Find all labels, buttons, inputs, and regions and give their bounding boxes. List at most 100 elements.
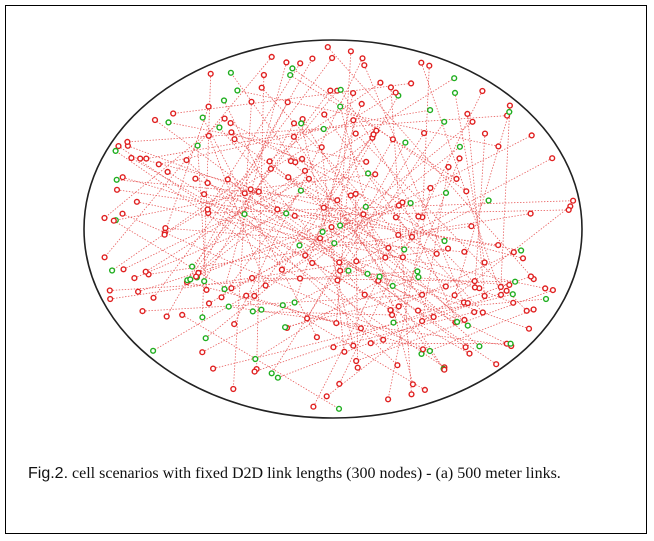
transmitter-node (329, 54, 336, 62)
transmitter-node (133, 198, 141, 205)
receiver-node (320, 125, 327, 133)
receiver-node (394, 362, 401, 369)
d2d-link (454, 111, 510, 296)
receiver-node (485, 197, 492, 204)
receiver-node (495, 242, 502, 249)
d2d-link (146, 109, 431, 159)
receiver-node (199, 114, 206, 121)
transmitter-node (468, 223, 475, 230)
transmitter-node (268, 53, 275, 61)
d2d-link (196, 102, 289, 278)
receiver-node (345, 267, 352, 274)
transmitter-node (395, 202, 402, 209)
transmitter-node (389, 136, 397, 143)
d2d-link (110, 248, 449, 300)
transmitter-node (290, 120, 298, 127)
transmitter-node (224, 176, 231, 183)
d2d-link (237, 90, 499, 147)
receiver-node (441, 118, 448, 125)
transmitter-node (549, 287, 557, 294)
transmitter-node (249, 274, 256, 282)
transmitter-node (370, 131, 377, 138)
transmitter-node (139, 308, 146, 315)
receiver-node (512, 278, 519, 285)
transmitter-node (299, 155, 306, 163)
d2d-link (104, 118, 225, 219)
transmitter-node (106, 287, 113, 294)
receiver-node (331, 240, 338, 247)
transmitter-node (419, 346, 427, 353)
transmitter-node (358, 100, 365, 108)
receiver-node (151, 116, 159, 124)
transmitter-node (291, 212, 298, 219)
receiver-node (205, 300, 213, 307)
receiver-node (251, 368, 258, 375)
transmitter-node (549, 155, 556, 162)
figure-frame: Fig.2. cell scenarios with fixed D2D lin… (5, 5, 647, 534)
receiver-node (542, 295, 550, 303)
transmitter-node (519, 255, 527, 262)
receiver-node (414, 268, 421, 275)
transmitter-node (192, 175, 199, 182)
transmitter-node (352, 190, 359, 198)
transmitter-node (119, 174, 126, 181)
receiver-node (419, 291, 426, 298)
receiver-node (382, 254, 389, 261)
receiver-node (395, 231, 402, 239)
transmitter-node (481, 130, 489, 137)
receiver-node (528, 132, 535, 139)
receiver-node (385, 396, 392, 403)
d2d-link (337, 121, 445, 281)
transmitter-node (421, 386, 429, 394)
d2d-link (398, 251, 514, 307)
receiver-node (101, 254, 108, 261)
receiver-node (202, 335, 209, 342)
d2d-link (123, 178, 310, 270)
receiver-node (336, 259, 343, 266)
transmitter-node (334, 277, 341, 284)
receiver-node (354, 364, 361, 371)
d2d-link (270, 168, 404, 258)
transmitter-node (203, 286, 210, 294)
transmitter-node (107, 295, 114, 303)
transmitter-node (210, 365, 217, 372)
d2d-link (148, 225, 472, 275)
d2d-link (321, 147, 345, 352)
receiver-node (433, 250, 440, 257)
d2d-link (198, 137, 373, 274)
d2d-link (370, 342, 511, 345)
receiver-node (497, 291, 505, 298)
receiver-node (230, 385, 237, 393)
receiver-node (317, 235, 324, 242)
d2d-link (327, 46, 534, 280)
d2d-link (116, 179, 338, 201)
receiver-node (359, 55, 366, 62)
d2d-link (165, 227, 465, 253)
receiver-node (353, 357, 360, 365)
transmitter-node (135, 288, 142, 295)
transmitter-node (162, 225, 169, 232)
d2d-link (164, 106, 209, 233)
receiver-node (509, 291, 516, 298)
receiver-node (464, 300, 471, 307)
receiver-node (419, 318, 426, 325)
d2d-link (294, 209, 569, 217)
receiver-node (376, 273, 383, 280)
d2d-link (356, 289, 554, 362)
receiver-node (387, 84, 395, 91)
d2d-link (256, 74, 265, 370)
transmitter-node (304, 315, 311, 322)
receiver-node (150, 294, 157, 301)
d2d-link (339, 262, 530, 330)
transmitter-node (363, 158, 370, 165)
transmitter-node (330, 344, 337, 351)
receiver-node (247, 186, 254, 193)
d2d-link (331, 226, 445, 370)
receiver-node (335, 405, 343, 412)
receiver-node (101, 214, 108, 222)
receiver-node (441, 237, 448, 245)
caption-text: cell scenarios with fixed D2D link lengt… (68, 465, 561, 482)
transmitter-node (228, 285, 235, 292)
d2d-link (224, 62, 287, 290)
transmitter-node (110, 217, 117, 224)
